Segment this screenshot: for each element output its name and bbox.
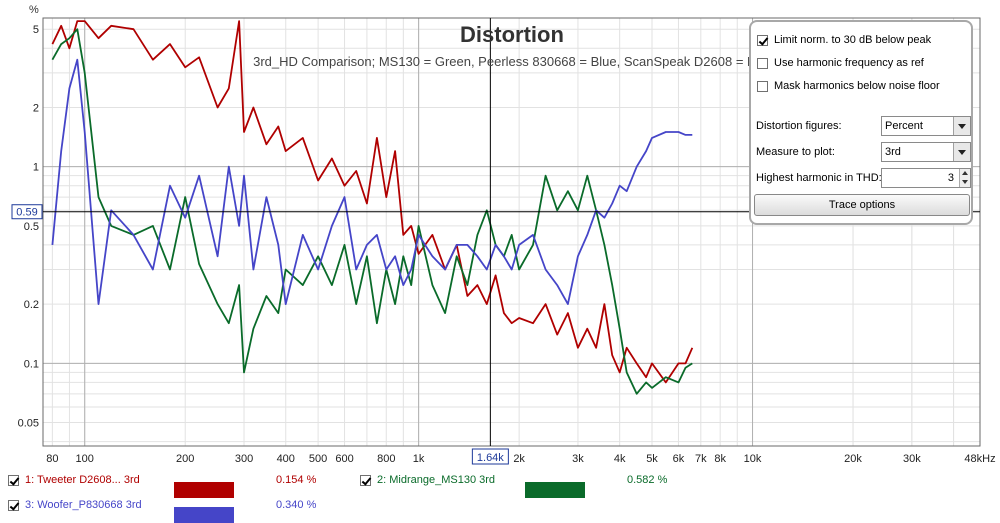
- limit-norm-option[interactable]: Limit norm. to 30 dB below peak: [757, 32, 931, 48]
- legend-swatch-woofer: [174, 507, 234, 523]
- distortion-figures-value: Percent: [885, 120, 923, 132]
- cursor-y-label: 0.59: [16, 207, 37, 219]
- y-tick-label: 2: [33, 102, 39, 114]
- cursor-x-box: [471, 448, 509, 465]
- series-lines: [51, 20, 694, 395]
- use-harmonic-checkbox[interactable]: [757, 57, 768, 69]
- x-tick-label: 80: [46, 453, 58, 465]
- highest-harmonic-label: Highest harmonic in THD:: [756, 172, 882, 184]
- legend-value-midrange: 0.582 %: [627, 474, 668, 486]
- distortion-figures-label: Distortion figures:: [756, 120, 842, 132]
- x-tick-label: 5k: [646, 453, 658, 465]
- x-tick-label: 6k: [673, 453, 685, 465]
- x-tick-label: 20k: [844, 453, 862, 465]
- use-harmonic-option[interactable]: Use harmonic frequency as ref: [757, 55, 924, 71]
- chart-title: Distortion: [460, 22, 564, 47]
- legend-value-tweeter: 0.154 %: [276, 474, 317, 486]
- x-tick-label: 400: [277, 453, 295, 465]
- highest-harmonic-stepper[interactable]: 3: [881, 168, 971, 188]
- x-tick-label: 7k: [695, 453, 707, 465]
- chart-subtitle: 3rd_HD Comparison; MS130 = Green, Peerle…: [253, 54, 771, 69]
- measure-select[interactable]: 3rd: [881, 142, 971, 162]
- cursor-y-box: [11, 204, 43, 220]
- x-tick-label: 200: [176, 453, 194, 465]
- chevron-down-icon[interactable]: [953, 117, 970, 135]
- x-tick-label: 800: [377, 453, 395, 465]
- legend-label-tweeter: 1: Tweeter D2608... 3rd: [25, 474, 140, 486]
- plot-frame: [42, 17, 981, 447]
- legend-item-tweeter[interactable]: 1: Tweeter D2608... 3rd: [8, 472, 140, 488]
- x-tick-label: 1k: [413, 453, 425, 465]
- legend-checkbox-tweeter[interactable]: [8, 474, 19, 486]
- x-tick-label: 30k: [903, 453, 921, 465]
- legend-item-midrange[interactable]: 2: Midrange_MS130 3rd: [360, 472, 495, 488]
- mask-harmonics-option[interactable]: Mask harmonics below noise floor: [757, 78, 940, 94]
- y-axis-unit-label: %: [29, 4, 39, 16]
- y-tick-label: 0.2: [24, 299, 39, 311]
- measure-label: Measure to plot:: [756, 146, 835, 158]
- legend-label-woofer: 3: Woofer_P830668 3rd: [25, 499, 142, 511]
- legend: 1: Tweeter D2608... 3rd 0.154 % 2: Midra…: [0, 470, 1000, 523]
- x-tick-label: 8k: [714, 453, 726, 465]
- legend-swatch-midrange: [525, 482, 585, 498]
- stepper-down-icon[interactable]: [959, 178, 970, 187]
- y-tick-label: 0.1: [24, 358, 39, 370]
- x-tick-label: 500: [309, 453, 327, 465]
- series-line-2: [51, 28, 693, 395]
- distortion-figures-select[interactable]: Percent: [881, 116, 971, 136]
- x-tick-label: 2k: [513, 453, 525, 465]
- y-tick-label: 0.5: [24, 221, 39, 233]
- x-tick-label: 10k: [744, 453, 762, 465]
- cursor-x-label: 1.64k: [477, 452, 504, 464]
- legend-item-woofer[interactable]: 3: Woofer_P830668 3rd: [8, 497, 142, 513]
- mask-harmonics-checkbox[interactable]: [757, 80, 768, 92]
- x-tick-label: 3k: [572, 453, 584, 465]
- legend-swatch-tweeter: [174, 482, 234, 498]
- y-tick-label: 5: [33, 24, 39, 36]
- x-tick-label: 300: [235, 453, 253, 465]
- y-tick-label: 1: [33, 162, 39, 174]
- options-panel: Limit norm. to 30 dB below peak Use harm…: [749, 20, 973, 225]
- legend-value-woofer: 0.340 %: [276, 499, 317, 511]
- x-tick-label: 100: [76, 453, 94, 465]
- chevron-down-icon[interactable]: [953, 143, 970, 161]
- axis-ticks: 80 100 200 300 400 500 600 800 1k 2k 3k 4k 5k 6k 7k 8k 1…: [18, 24, 996, 465]
- x-tick-label: 48kHz: [964, 453, 995, 465]
- x-tick-label: 600: [335, 453, 353, 465]
- limit-norm-checkbox[interactable]: [757, 34, 768, 46]
- legend-checkbox-midrange[interactable]: [360, 474, 371, 486]
- series-line-3: [51, 58, 693, 306]
- highest-harmonic-value: 3: [947, 172, 954, 184]
- y-tick-label: 0.05: [18, 418, 39, 430]
- x-tick-label: 4k: [614, 453, 626, 465]
- measure-value: 3rd: [885, 146, 901, 158]
- legend-label-midrange: 2: Midrange_MS130 3rd: [377, 474, 496, 486]
- stepper-up-icon[interactable]: [959, 169, 970, 178]
- legend-checkbox-woofer[interactable]: [8, 499, 19, 511]
- mask-harmonics-label: Mask harmonics below noise floor: [774, 80, 940, 92]
- limit-norm-label: Limit norm. to 30 dB below peak: [774, 34, 932, 46]
- trace-options-button[interactable]: Trace options: [754, 194, 970, 216]
- use-harmonic-label: Use harmonic frequency as ref: [774, 57, 924, 69]
- series-line-1: [51, 20, 694, 384]
